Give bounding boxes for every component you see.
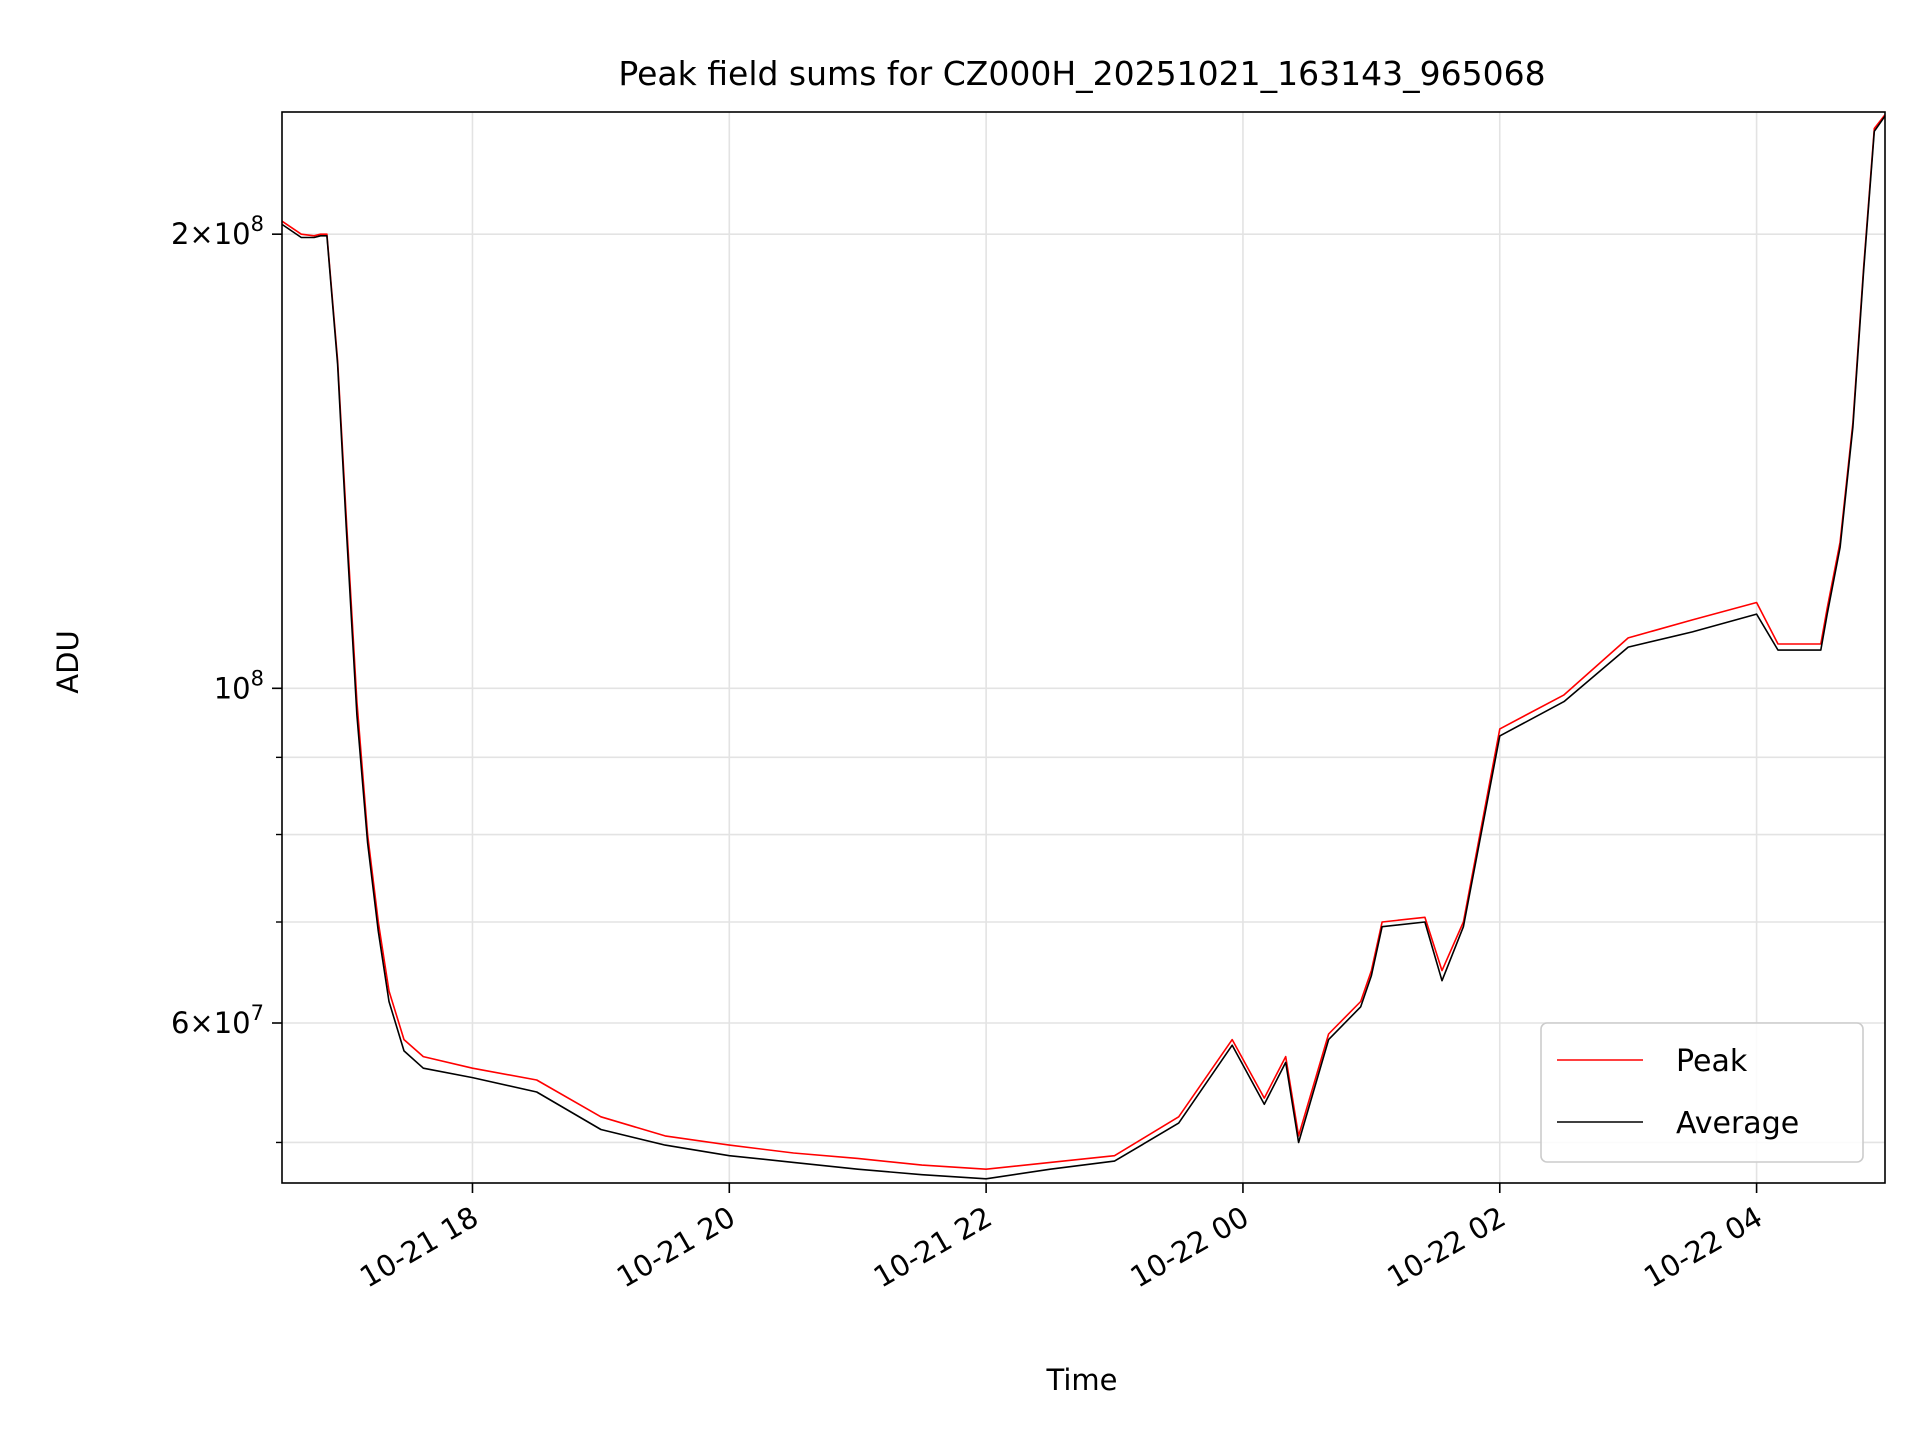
x-axis-label: Time [1046,1363,1118,1397]
y-axis: 6×107 108 2×108 [171,212,282,1144]
y-axis-label: ADU [51,630,85,693]
legend-label-peak: Peak [1676,1044,1748,1079]
legend-box [1540,1022,1864,1163]
y-tick-label: 2×108 [171,212,264,251]
y-tick-label: 6×107 [171,1001,264,1040]
legend-label-average: Average [1676,1106,1799,1141]
legend: Peak Average [1540,1022,1864,1163]
plot-frame [281,111,1886,1184]
chart-title: Peak field sums for CZ000H_20251021_1631… [618,54,1545,93]
series-layer [281,114,1886,1180]
series-line-average [281,115,1886,1180]
y-tick-label: 108 [214,666,264,705]
